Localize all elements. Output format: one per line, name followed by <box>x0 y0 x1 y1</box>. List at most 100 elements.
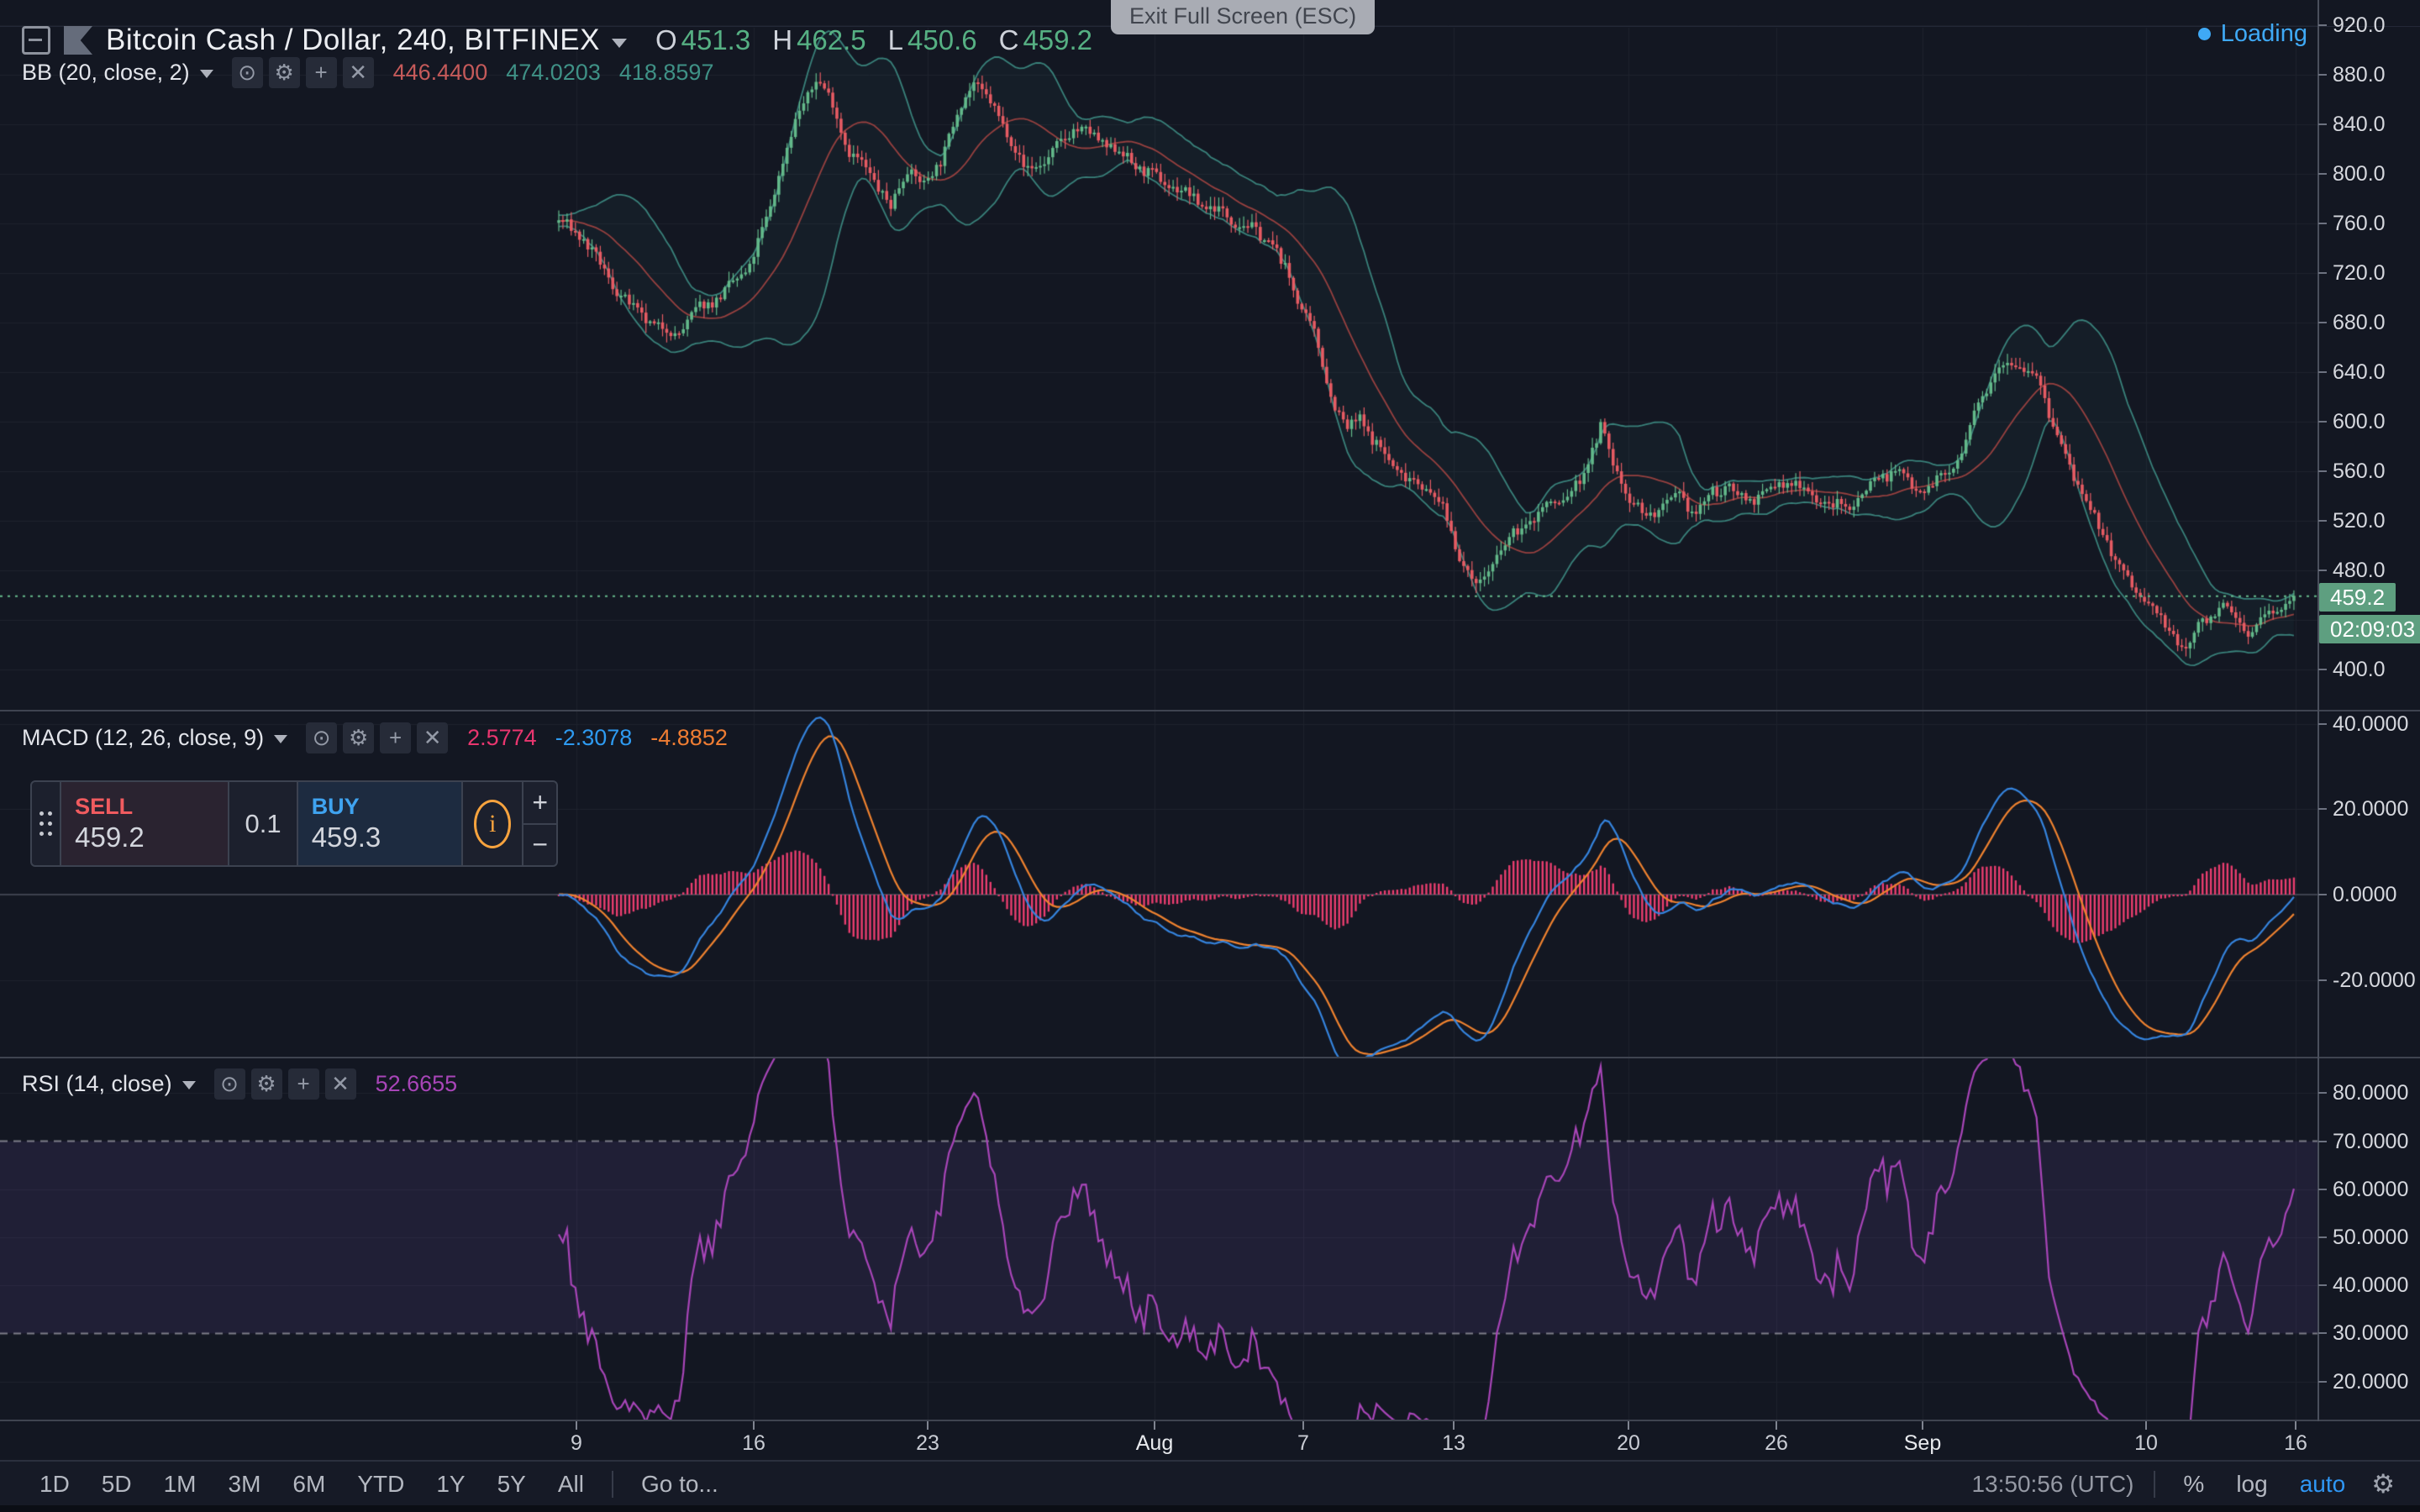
ohlc-letter: L <box>887 24 904 55</box>
indicator-value: 474.0203 <box>506 59 601 85</box>
indicator-row-bb: BB (20, close, 2) ⊙ ⚙ + ✕ 446.4400 474.0203 4… <box>22 55 732 89</box>
rsi-axis-label: 70.0000 <box>2317 1129 2409 1153</box>
chevron-down-icon <box>274 735 288 743</box>
quantity-stepper: + − <box>523 782 556 865</box>
order-panel: SELL 459.2 0.1 BUY 459.3 i + − <box>30 780 558 867</box>
range-button-ytd[interactable]: YTD <box>357 1471 405 1497</box>
sell-price: 459.2 <box>75 822 145 853</box>
ohlc-letter: O <box>655 24 677 55</box>
bb-label-text: BB (20, close, 2) <box>22 59 190 85</box>
exit-fullscreen-tooltip: Exit Full Screen (ESC) <box>1111 0 1376 34</box>
time-axis-label: 23 <box>916 1431 939 1455</box>
settings-icon[interactable]: ⚙ <box>343 722 375 753</box>
bottom-toolbar: 1D 5D 1M 3M 6M YTD 1Y 5Y All Go to... 13:50:56 (… <box>0 1460 2420 1507</box>
rsi-values: 52.6655 <box>376 1071 476 1097</box>
price-axis-label: 680.0 <box>2318 311 2386 334</box>
time-axis-tick <box>2295 1421 2296 1430</box>
collapse-pane-icon[interactable] <box>22 26 50 55</box>
time-axis-tick <box>1922 1421 1923 1430</box>
last-price-tag: 459.2 <box>2319 583 2396 612</box>
sell-button[interactable]: SELL 459.2 <box>61 782 230 865</box>
settings-icon[interactable]: ⚙ <box>250 1068 282 1100</box>
indicator-value: 52.6655 <box>375 1070 458 1096</box>
time-axis-label: Sep <box>1903 1431 1942 1455</box>
remove-icon[interactable]: ✕ <box>417 722 449 753</box>
pane-divider-price-macd[interactable] <box>0 710 2420 711</box>
chevron-down-icon <box>182 1081 196 1089</box>
symbol-title[interactable]: Bitcoin Cash / Dollar, 240, BITFINEX <box>106 24 627 57</box>
ohlc-item: H 462.5 <box>772 24 865 56</box>
time-axis-label: 10 <box>2134 1431 2158 1455</box>
toolbar-separator <box>611 1471 613 1498</box>
add-icon[interactable]: + <box>287 1068 319 1100</box>
buy-label: BUY <box>311 794 360 819</box>
range-button-5y[interactable]: 5Y <box>497 1471 526 1497</box>
toolbar-separator <box>2154 1471 2156 1498</box>
remove-icon[interactable]: ✕ <box>324 1068 356 1100</box>
range-button-6m[interactable]: 6M <box>292 1471 326 1497</box>
time-axis-tick <box>1453 1421 1455 1430</box>
range-button-all[interactable]: All <box>557 1471 584 1497</box>
indicator-value: -2.3078 <box>555 724 633 750</box>
ohlc-value: 462.5 <box>797 24 866 55</box>
order-panel-drag-handle[interactable] <box>32 782 62 865</box>
clock-label[interactable]: 13:50:56 (UTC) <box>1971 1471 2134 1497</box>
buy-price: 459.3 <box>311 822 381 853</box>
time-axis-tick <box>2145 1421 2147 1430</box>
settings-icon[interactable]: ⚙ <box>268 56 300 88</box>
chevron-down-icon <box>611 38 627 48</box>
time-axis-label: Aug <box>1135 1431 1174 1455</box>
rsi-axis-label: 60.0000 <box>2317 1177 2409 1201</box>
time-axis-label: 7 <box>1297 1431 1309 1455</box>
range-button-1d[interactable]: 1D <box>39 1471 70 1497</box>
chart-header: Bitcoin Cash / Dollar, 240, BITFINEX O 45… <box>22 24 1114 57</box>
bb-indicator-label[interactable]: BB (20, close, 2) <box>22 60 213 86</box>
rsi-icon-buttons: ⊙ ⚙ + ✕ <box>213 1068 362 1100</box>
price-axis-label: 600.0 <box>2318 410 2386 433</box>
symbol-flag-icon[interactable] <box>64 26 92 55</box>
order-info-button[interactable]: i <box>463 782 524 865</box>
time-axis-tick <box>1154 1421 1155 1430</box>
indicator-value: 418.8597 <box>618 59 714 85</box>
indicator-value: 2.5774 <box>467 724 537 750</box>
price-axis-label: 720.0 <box>2318 261 2386 285</box>
macd-icon-buttons: ⊙ ⚙ + ✕ <box>306 722 454 753</box>
add-icon[interactable]: + <box>305 56 337 88</box>
range-buttons: 1D 5D 1M 3M 6M YTD 1Y 5Y All <box>24 1462 600 1506</box>
quantity-value: 0.1 <box>245 808 281 838</box>
gear-icon[interactable]: ⚙ <box>2371 1469 2395 1499</box>
pane-divider-macd-rsi[interactable] <box>0 1057 2420 1058</box>
indicator-row-macd: MACD (12, 26, close, 9) ⊙ ⚙ + ✕ 2.5774 -2.30… <box>22 721 746 754</box>
range-button-5d[interactable]: 5D <box>101 1471 132 1497</box>
loading-indicator: Loading <box>2197 20 2307 48</box>
rsi-indicator-label[interactable]: RSI (14, close) <box>22 1071 196 1097</box>
bar-countdown-tag: 02:09:03 <box>2319 615 2420 643</box>
add-icon[interactable]: + <box>380 722 412 753</box>
visibility-icon[interactable]: ⊙ <box>231 56 263 88</box>
macd-axis-label: -20.0000 <box>2318 968 2416 992</box>
price-axis-label: 640.0 <box>2318 360 2386 384</box>
price-axis-label: 840.0 <box>2318 113 2386 136</box>
price-axis-label: 880.0 <box>2318 63 2386 87</box>
info-icon: i <box>474 799 512 848</box>
ohlc-item: C 459.2 <box>999 24 1092 56</box>
macd-values: 2.5774 -2.3078 -4.8852 <box>467 725 746 751</box>
quantity-increase-button[interactable]: + <box>523 782 556 825</box>
macd-indicator-label[interactable]: MACD (12, 26, close, 9) <box>22 725 288 751</box>
goto-button[interactable]: Go to... <box>640 1471 718 1497</box>
range-button-1y[interactable]: 1Y <box>436 1471 466 1497</box>
time-axis-label: 16 <box>2284 1431 2307 1455</box>
log-scale-button[interactable]: log <box>2236 1471 2268 1497</box>
range-button-3m[interactable]: 3M <box>228 1471 261 1497</box>
price-axis-label: 760.0 <box>2318 212 2386 235</box>
visibility-icon[interactable]: ⊙ <box>213 1068 245 1100</box>
quantity-field[interactable]: 0.1 <box>229 782 298 865</box>
quantity-decrease-button[interactable]: − <box>532 829 548 860</box>
percent-scale-button[interactable]: % <box>2183 1471 2205 1497</box>
buy-button[interactable]: BUY 459.3 <box>297 782 464 865</box>
indicator-value: -4.8852 <box>650 724 728 750</box>
range-button-1m[interactable]: 1M <box>163 1471 197 1497</box>
remove-icon[interactable]: ✕ <box>342 56 374 88</box>
visibility-icon[interactable]: ⊙ <box>306 722 338 753</box>
auto-scale-button[interactable]: auto <box>2299 1471 2346 1497</box>
